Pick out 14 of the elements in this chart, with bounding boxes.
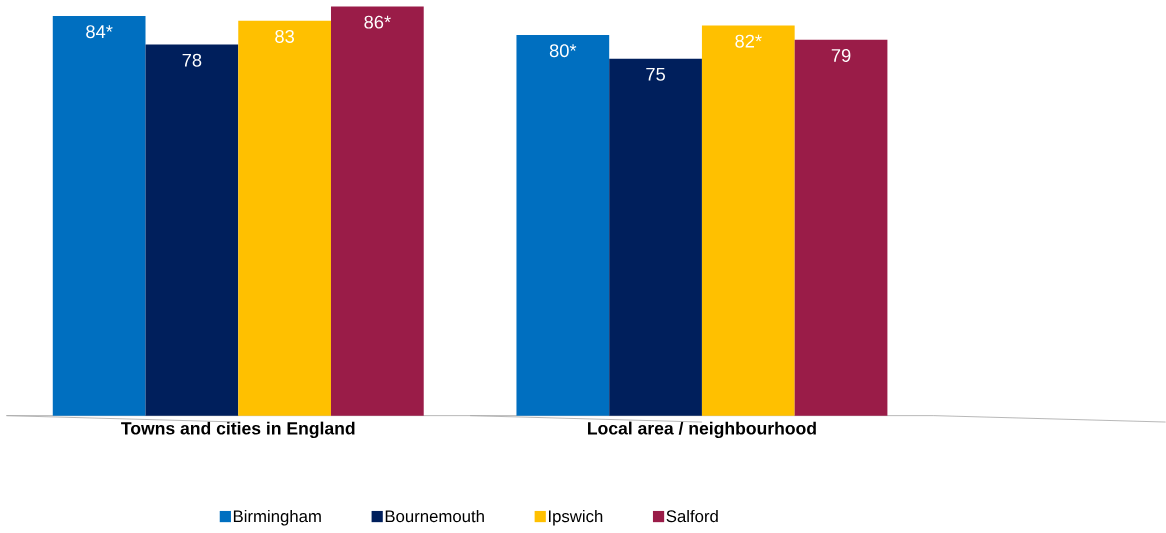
data-label: 83 bbox=[275, 29, 295, 43]
data-label: 82* bbox=[735, 34, 762, 48]
data-label: 84* bbox=[86, 24, 113, 38]
x-tick-label: Local area / neighbourhood bbox=[588, 421, 816, 438]
legend-label: Salford bbox=[666, 509, 718, 523]
x-tick-label: Towns and cities in England bbox=[121, 421, 355, 438]
legend-label: Birmingham bbox=[233, 509, 321, 526]
data-label: 86* bbox=[364, 15, 391, 29]
legend-label: Bournemouth bbox=[385, 509, 484, 523]
data-label: 79 bbox=[831, 48, 851, 62]
data-label: 78 bbox=[182, 53, 202, 67]
data-label: 75 bbox=[646, 67, 665, 81]
legend-label: Ipswich bbox=[548, 509, 603, 526]
data-label: 80* bbox=[549, 44, 577, 57]
